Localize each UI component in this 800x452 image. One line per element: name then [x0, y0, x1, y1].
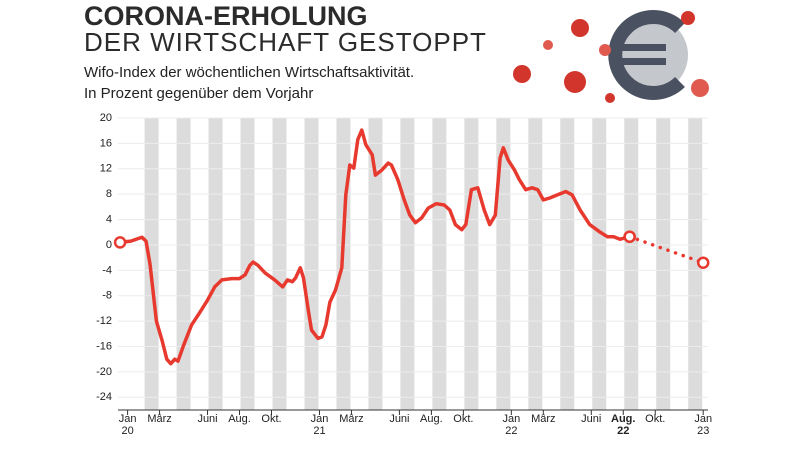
x-tick-label: Okt. [645, 413, 666, 425]
month-band [432, 118, 447, 410]
x-tick-label: Jan 21 [310, 413, 329, 437]
x-tick-label: März [339, 413, 364, 425]
month-band [400, 118, 415, 410]
x-tick-label: Okt. [453, 413, 474, 425]
title-line2: DER WIRTSCHAFT GESTOPPT [84, 27, 487, 57]
month-band [368, 118, 383, 410]
month-band [656, 118, 671, 410]
end-marker [696, 256, 710, 269]
month-band [272, 118, 287, 410]
month-band [240, 118, 255, 410]
y-tick-label: -20 [96, 366, 112, 378]
x-tick-label: Jan 23 [694, 413, 713, 437]
x-tick-label: Jan 22 [502, 413, 521, 437]
y-tick-label: 4 [106, 213, 112, 225]
end-marker [113, 236, 127, 249]
month-band [624, 118, 639, 410]
y-tick-label: 16 [100, 137, 112, 149]
month-band [592, 118, 607, 410]
x-tick-label: Juni [581, 413, 602, 425]
y-tick-label: -8 [102, 290, 112, 302]
x-tick-label: März [531, 413, 556, 425]
subtitle-line2: In Prozent gegenüber dem Vorjahr [84, 85, 313, 102]
month-band [560, 118, 575, 410]
y-tick-label: 0 [106, 239, 112, 251]
y-tick-label: -24 [96, 391, 112, 403]
month-band [208, 118, 223, 410]
x-tick-label: Juni [197, 413, 218, 425]
end-marker [623, 230, 636, 243]
month-band [464, 118, 479, 410]
y-tick-label: -4 [102, 264, 112, 276]
month-band [496, 118, 511, 410]
x-tick-label: Aug. [420, 413, 443, 425]
subtitle: Wifo-Index der wöchentlichen Wirtschafts… [84, 64, 414, 81]
x-tick-label: Aug. [228, 413, 251, 425]
x-tick-label: Jan 20 [118, 413, 137, 437]
month-band [304, 118, 319, 410]
decoration [513, 10, 709, 103]
month-band [528, 118, 543, 410]
title: CORONA-ERHOLUNG [84, 1, 368, 31]
y-tick-label: -16 [96, 340, 112, 352]
x-tick-label: Okt. [261, 413, 282, 425]
line [118, 128, 632, 366]
y-tick-label: -12 [96, 315, 112, 327]
x-tick-label: Aug. 22 [611, 413, 636, 437]
y-tick-label: 20 [100, 112, 112, 124]
month-band [176, 118, 191, 410]
line [627, 234, 705, 265]
month-band [688, 118, 703, 410]
x-tick-label: Juni [389, 413, 410, 425]
x-tick-label: März [147, 413, 172, 425]
y-tick-label: 8 [106, 188, 112, 200]
y-tick-label: 12 [100, 163, 112, 175]
